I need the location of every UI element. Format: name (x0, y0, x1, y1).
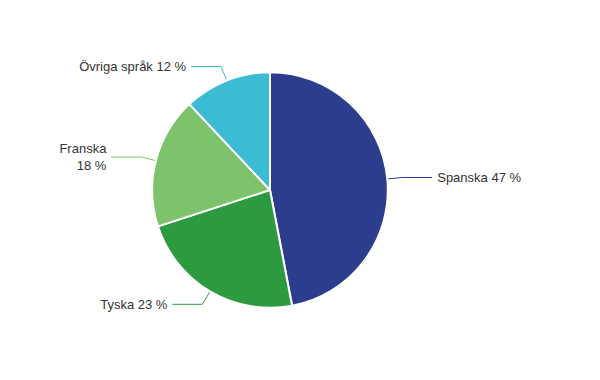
svg-text:Spanska 47 %: Spanska 47 % (437, 170, 521, 185)
svg-text:Tyska 23 %: Tyska 23 % (100, 297, 168, 312)
svg-text:18 %: 18 % (77, 158, 107, 173)
svg-text:Franska: Franska (59, 141, 107, 156)
svg-text:Övriga språk 12 %: Övriga språk 12 % (79, 59, 186, 74)
